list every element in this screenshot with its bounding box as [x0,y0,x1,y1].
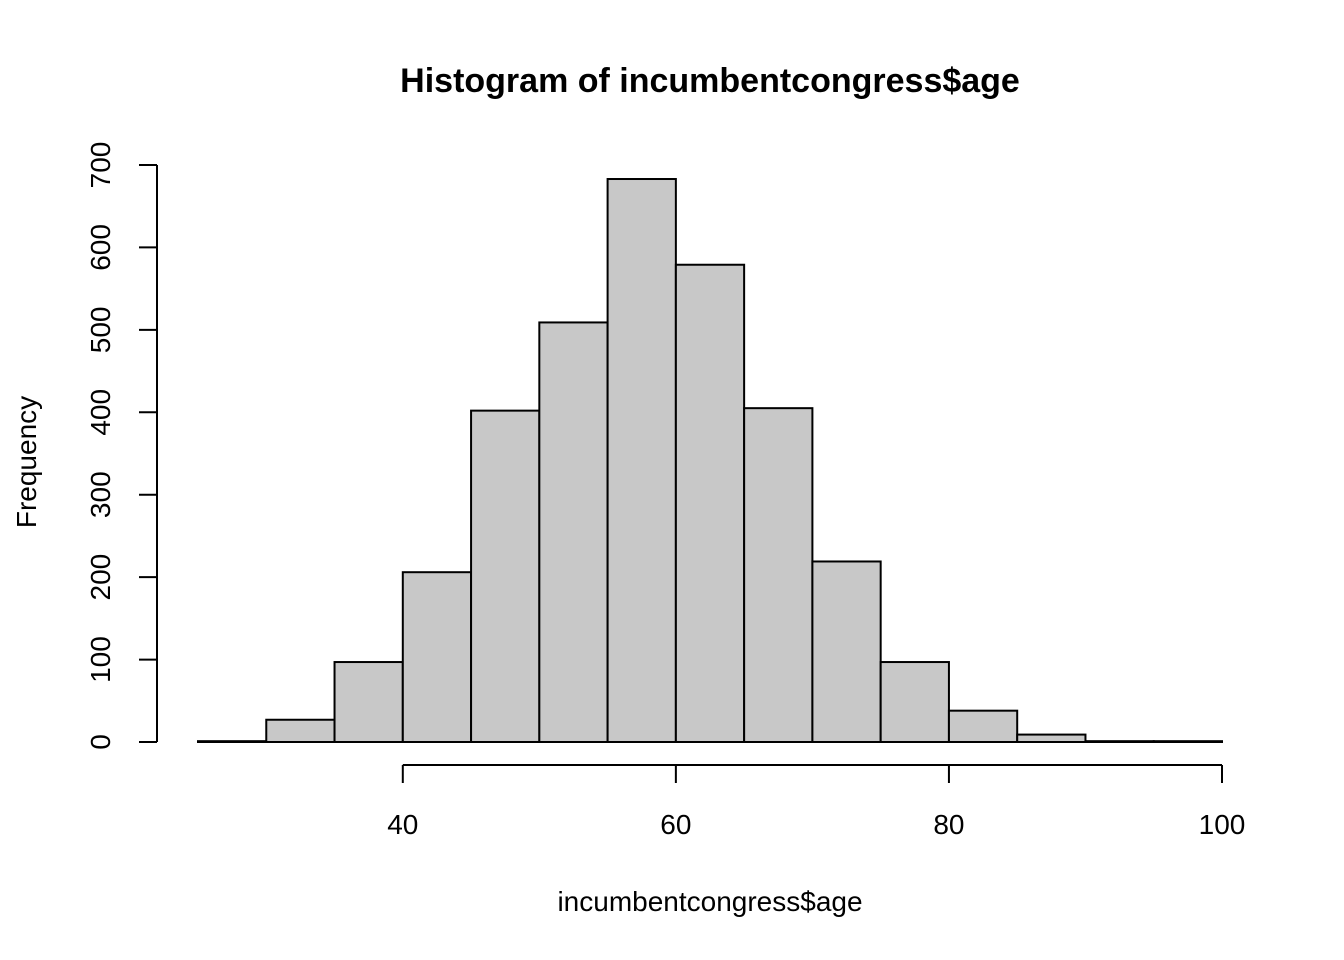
histogram-bar [606,178,677,743]
chart-title: Histogram of incumbentcongress$age [400,62,1020,100]
x-tick-label: 100 [1199,809,1246,840]
y-tick-label: 400 [85,389,116,436]
histogram-bar [470,409,541,743]
y-tick-label: 200 [85,554,116,601]
x-axis-label: incumbentcongress$age [557,886,862,917]
histogram-bar [743,407,814,743]
bars-group [197,178,1223,744]
histogram-bar [1084,740,1155,744]
y-axis: 0 100 200 300 400 500 600 700 [85,142,158,750]
histogram-bar [197,740,268,744]
histogram-bar [265,718,336,743]
histogram-bar [879,661,950,744]
histogram-bar [333,661,404,744]
y-tick-label: 300 [85,471,116,518]
x-tick-label: 80 [933,809,964,840]
histogram-bar [1016,733,1087,743]
y-tick-label: 500 [85,306,116,353]
y-tick-label: 0 [85,734,116,750]
x-tick-label: 40 [387,809,418,840]
x-axis: 40 60 80 100 [387,764,1246,840]
y-tick-label: 700 [85,142,116,189]
histogram-bar [1152,740,1223,744]
histogram-bar [538,321,609,743]
y-axis-label: Frequency [11,396,42,528]
y-tick-label: 600 [85,224,116,271]
x-tick-label: 60 [660,809,691,840]
histogram-bar [811,560,882,744]
histogram-bar [674,263,746,743]
y-tick-label: 100 [85,636,116,683]
histogram-bar [947,709,1019,743]
histogram-bar [401,571,473,743]
